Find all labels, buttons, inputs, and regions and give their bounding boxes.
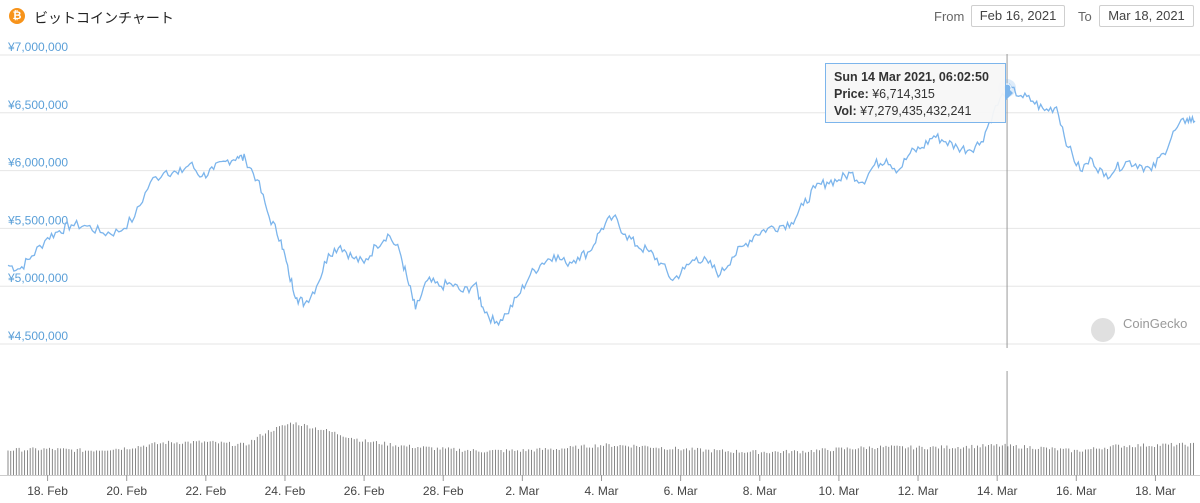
- tooltip-price-value: ¥6,714,315: [872, 87, 935, 101]
- tooltip-price-row: Price: ¥6,714,315: [834, 86, 997, 103]
- y-tick-label: ¥4,500,000: [7, 329, 68, 343]
- price-tooltip: Sun 14 Mar 2021, 06:02:50 Price: ¥6,714,…: [825, 63, 1006, 123]
- y-tick-label: ¥5,000,000: [7, 271, 68, 285]
- coingecko-logo-icon: [1091, 318, 1115, 342]
- y-tick-label: ¥5,500,000: [7, 213, 68, 227]
- price-chart[interactable]: ¥4,500,000 ¥5,000,000 ¥5,500,000 ¥6,000,000…: [0, 36, 1200, 503]
- tooltip-vol-row: Vol: ¥7,279,435,432,241: [834, 103, 997, 120]
- x-tick-label: 14. Mar: [977, 484, 1018, 498]
- tooltip-datetime: Sun 14 Mar 2021, 06:02:50: [834, 70, 989, 84]
- x-tick-label: 20. Feb: [106, 484, 147, 498]
- x-tick-label: 26. Feb: [344, 484, 385, 498]
- y-tick-label: ¥6,500,000: [7, 98, 68, 112]
- price-line: [7, 83, 1196, 327]
- chart-title: ビットコインチャート: [34, 10, 174, 26]
- x-tick-label: 22. Feb: [185, 484, 226, 498]
- x-tick-label: 8. Mar: [743, 484, 777, 498]
- tooltip-arrow: [1006, 86, 1013, 100]
- x-tick-label: 2. Mar: [505, 484, 539, 498]
- x-tick-label: 18. Mar: [1135, 484, 1176, 498]
- bitcoin-icon: ₿: [9, 8, 25, 24]
- tooltip-vol-label: Vol:: [834, 104, 857, 118]
- x-tick-label: 4. Mar: [584, 484, 618, 498]
- x-tick-label: 28. Feb: [423, 484, 464, 498]
- y-tick-label: ¥6,000,000: [7, 156, 68, 170]
- tooltip-price-label: Price:: [834, 87, 869, 101]
- from-label: From: [934, 9, 965, 24]
- x-tick-label: 18. Feb: [27, 484, 68, 498]
- to-date-input[interactable]: Mar 18, 2021: [1099, 5, 1194, 27]
- tooltip-vol-value: ¥7,279,435,432,241: [860, 104, 972, 118]
- to-label: To: [1078, 9, 1092, 24]
- x-tick-label: 6. Mar: [664, 484, 698, 498]
- watermark: CoinGecko: [1123, 316, 1188, 331]
- x-tick-label: 16. Mar: [1056, 484, 1097, 498]
- x-tick-label: 12. Mar: [898, 484, 939, 498]
- from-date-input[interactable]: Feb 16, 2021: [971, 5, 1065, 27]
- x-tick-label: 24. Feb: [265, 484, 306, 498]
- y-tick-label: ¥7,000,000: [7, 40, 68, 54]
- x-tick-label: 10. Mar: [819, 484, 860, 498]
- chart-header: ₿ ビットコインチャート From Feb 16, 2021 To Mar 18…: [0, 0, 1200, 36]
